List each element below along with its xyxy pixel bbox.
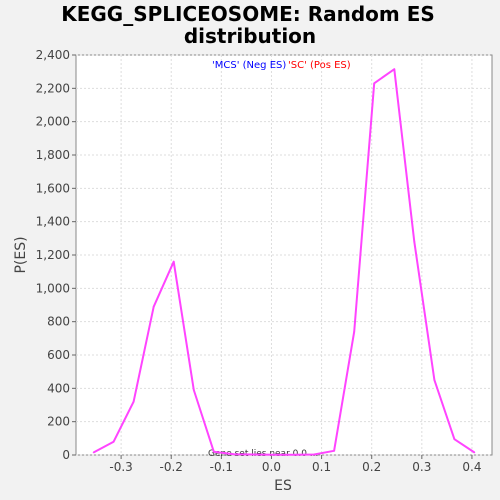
data-point: [152, 305, 155, 308]
y-tick-label: 2,400: [36, 48, 70, 62]
legend-neg-es: 'MCS' (Neg ES): [212, 60, 286, 71]
data-point: [453, 438, 456, 440]
y-tick-label: 2,200: [36, 81, 70, 95]
y-tick-label: 1,200: [36, 248, 70, 262]
data-point: [353, 330, 355, 333]
x-axis-ticks: -0.3 -0.2 -0.1 0.0 0.1 0.2 0.3 0.4: [109, 455, 481, 474]
x-axis-label: ES: [274, 478, 292, 494]
data-point: [313, 453, 315, 456]
chart-title-line1: KEGG_SPLICEOSOME: Random ES: [61, 2, 435, 26]
x-tick-label: -0.3: [109, 460, 132, 474]
data-point: [213, 450, 215, 453]
data-point: [333, 450, 335, 452]
data-point: [92, 451, 95, 454]
data-point: [473, 451, 476, 454]
data-point: [172, 260, 175, 263]
y-tick-label: 2,000: [36, 115, 70, 129]
x-tick-label: 0.0: [262, 460, 281, 474]
y-tick-label: 1,000: [36, 281, 70, 295]
y-tick-label: 1,800: [36, 148, 70, 162]
data-point: [293, 453, 295, 456]
y-tick-label: 0: [62, 448, 70, 462]
data-point: [373, 82, 376, 85]
x-tick-label: 0.3: [412, 460, 431, 474]
y-axis-label: P(ES): [13, 236, 29, 273]
x-tick-label: 0.2: [362, 460, 381, 474]
data-point: [273, 453, 275, 456]
grid-lines: [76, 54, 492, 456]
data-point: [112, 440, 115, 443]
x-tick-label: -0.1: [210, 460, 233, 474]
x-tick-label: 0.1: [312, 460, 331, 474]
data-point: [393, 68, 396, 70]
y-tick-label: 1,400: [36, 215, 70, 229]
series-layer: [92, 68, 476, 456]
data-point: [413, 240, 416, 243]
y-tick-label: 600: [47, 348, 70, 362]
y-tick-label: 200: [47, 415, 70, 429]
data-point: [132, 400, 135, 403]
data-point: [253, 453, 255, 456]
y-tick-label: 800: [47, 315, 70, 329]
legend-pos-es: 'SC' (Pos ES): [288, 60, 351, 71]
data-point: [192, 389, 195, 391]
x-tick-label: 0.4: [462, 460, 481, 474]
chart-title-line2: distribution: [184, 24, 316, 48]
y-axis-ticks: 0 200 400 600 800 1,000 1,200 1,400 1,600 1,800 2,…: [36, 48, 76, 462]
y-tick-label: 400: [47, 381, 70, 395]
data-point: [233, 453, 235, 455]
series-line: [93, 68, 476, 456]
x-tick-label: -0.2: [160, 460, 183, 474]
y-tick-label: 1,600: [36, 181, 70, 195]
data-point: [433, 379, 436, 381]
